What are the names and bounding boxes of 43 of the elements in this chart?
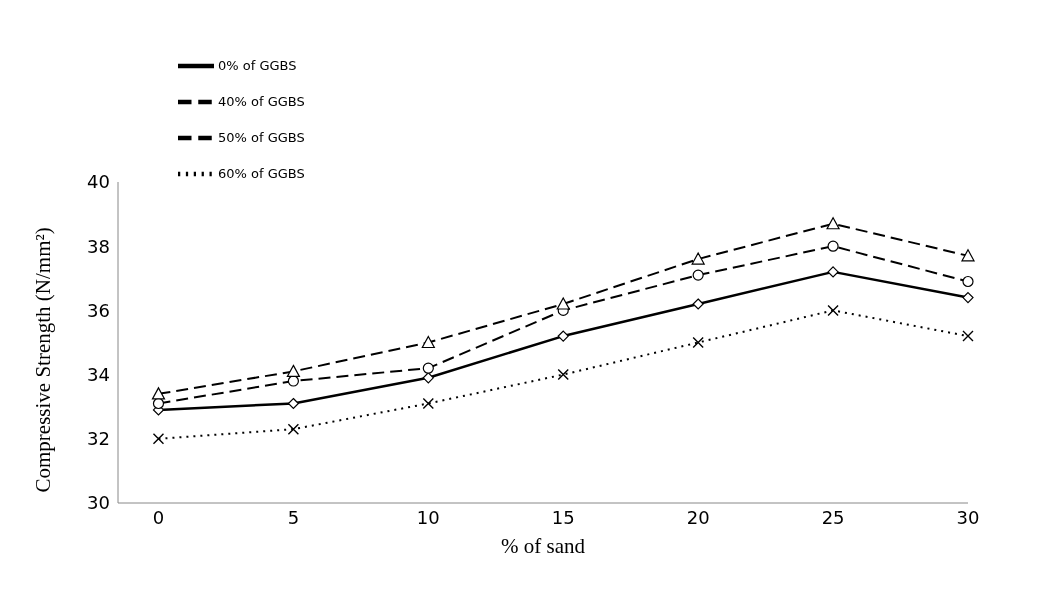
point [961, 249, 975, 262]
point [962, 330, 974, 342]
point [422, 397, 435, 410]
y-tick-label: 32 [87, 428, 110, 450]
point [556, 297, 570, 310]
x-tick-label: 30 [956, 506, 980, 528]
point [691, 252, 705, 265]
x-tick-label: 0 [152, 506, 165, 528]
point [287, 397, 299, 410]
x-tick-label: 20 [686, 506, 710, 528]
x-tick-label: 15 [551, 506, 575, 528]
legend-label: 60% of GGBS [218, 165, 305, 181]
point [827, 266, 839, 278]
point [557, 368, 569, 381]
point [422, 362, 434, 374]
y-axis-title: Compressive Strength (N/mm²) [31, 227, 56, 493]
legend-label: 0% of GGBS [218, 57, 297, 73]
point [151, 387, 166, 400]
y-tick-label: 36 [87, 299, 110, 321]
point [152, 433, 165, 445]
legend-label: 40% of GGBS [218, 93, 305, 109]
y-tick-label: 30 [87, 492, 110, 514]
point [557, 330, 569, 342]
point [962, 291, 974, 304]
point [286, 364, 300, 377]
x-tick-label: 25 [821, 506, 845, 528]
x-tick-label: 10 [416, 506, 440, 528]
point [826, 217, 840, 230]
point [692, 298, 704, 310]
point [962, 275, 974, 288]
point [421, 335, 435, 349]
point [692, 269, 704, 281]
point [827, 240, 839, 252]
y-tick-label: 40 [87, 171, 110, 193]
y-tick-label: 34 [87, 363, 110, 385]
point [692, 336, 704, 349]
x-axis-title: % of sand [501, 534, 586, 558]
x-tick-label: 5 [287, 506, 300, 528]
point [422, 372, 434, 384]
point [827, 304, 839, 317]
point [287, 423, 300, 435]
legend-label: 50% of GGBS [218, 129, 305, 145]
y-tick-label: 38 [87, 235, 110, 257]
